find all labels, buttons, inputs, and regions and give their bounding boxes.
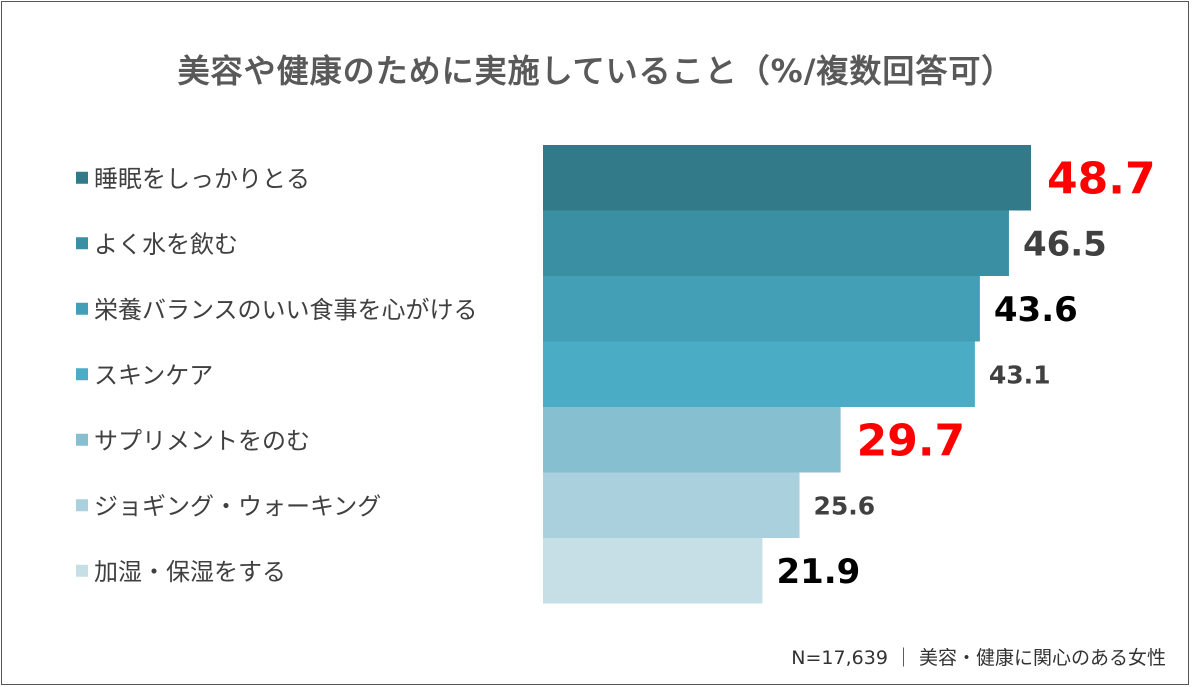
bar: [543, 538, 763, 604]
category-label: 加湿・保湿をする: [94, 558, 286, 586]
category-label: よく水を飲む: [94, 230, 238, 258]
category-marker: [76, 433, 88, 446]
bar: [543, 472, 800, 538]
bar: [543, 276, 980, 342]
category-marker: [76, 564, 88, 577]
category-label: 栄養バランスのいい食事を心がける: [94, 296, 478, 324]
category-label: サプリメントをのむ: [94, 427, 310, 455]
category-label: 睡眠をしっかりとる: [94, 165, 310, 193]
chart-title: 美容や健康のために実施していること（%/複数回答可）: [177, 52, 1015, 90]
bar: [543, 341, 975, 407]
category-label: ジョギング・ウォーキング: [94, 492, 381, 520]
bar: [543, 407, 841, 473]
value-label: 48.7: [1047, 154, 1156, 205]
value-label: 46.5: [1023, 224, 1107, 264]
value-label: 43.6: [994, 290, 1078, 330]
value-label: 43.1: [989, 360, 1051, 389]
category-marker: [76, 368, 88, 381]
category-marker: [76, 237, 88, 250]
chart-footnote: N=17,639 ｜ 美容・健康に関心のある女性: [791, 647, 1166, 669]
bar: [543, 145, 1031, 211]
bar: [543, 210, 1009, 276]
value-label: 29.7: [857, 416, 966, 467]
value-label: 25.6: [814, 491, 876, 520]
category-marker: [76, 171, 88, 184]
category-marker: [76, 302, 88, 315]
category-label: スキンケア: [94, 361, 213, 389]
category-marker: [76, 499, 88, 512]
value-label: 21.9: [776, 552, 860, 592]
